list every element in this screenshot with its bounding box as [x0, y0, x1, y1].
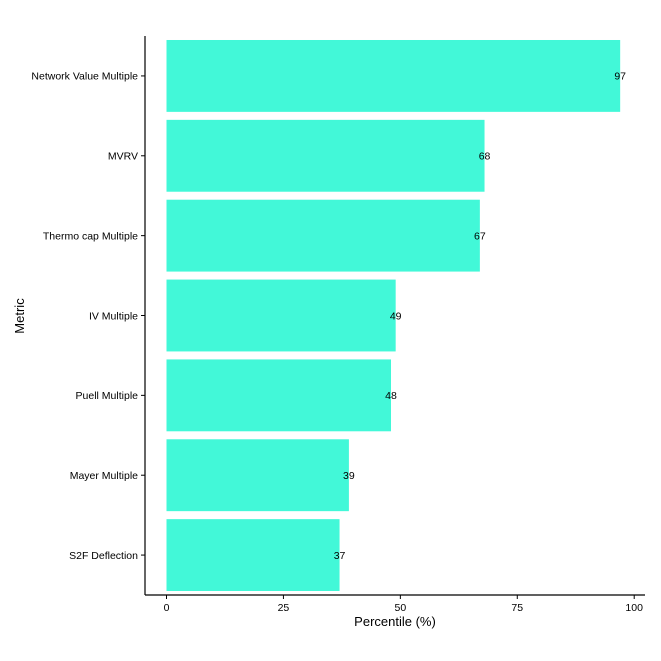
y-tick-label-mayer-multiple: Mayer Multiple: [70, 470, 138, 482]
x-tick-label-25: 25: [278, 602, 290, 614]
data-label-network-value-multiple: 97: [614, 71, 626, 83]
y-tick-label-s2f-deflection: S2F Deflection: [69, 550, 138, 562]
bar-thermo-cap-multiple: [166, 199, 480, 272]
data-label-iv-multiple: 49: [390, 310, 402, 322]
bar-s2f-deflection: [166, 519, 340, 592]
bar-puell-multiple: [166, 359, 391, 432]
x-tick-label-0: 0: [164, 602, 170, 614]
y-tick-label-puell-multiple: Puell Multiple: [76, 390, 139, 402]
bar-mvrv: [166, 119, 485, 192]
x-axis-title: Percentile (%): [354, 614, 436, 629]
data-label-puell-multiple: 48: [385, 390, 397, 402]
x-tick-label-50: 50: [395, 602, 407, 614]
data-label-s2f-deflection: 37: [334, 550, 346, 562]
x-tick-label-75: 75: [511, 602, 523, 614]
bar-network-value-multiple: [166, 39, 621, 112]
x-tick-label-100: 100: [625, 602, 643, 614]
data-label-mvrv: 68: [479, 151, 491, 163]
bars-group: 97 68 67 49 48 39 37: [166, 39, 626, 592]
y-tick-label-mvrv: MVRV: [108, 151, 138, 163]
y-tick-label-network-value-multiple: Network Value Multiple: [31, 71, 138, 83]
y-axis-title: Metric: [12, 298, 27, 334]
y-tick-label-iv-multiple: IV Multiple: [89, 310, 138, 322]
bar-iv-multiple: [166, 279, 396, 352]
x-axis-ticks: 0 25 50 75 100: [164, 595, 643, 614]
bar-mayer-multiple: [166, 439, 349, 512]
data-label-thermo-cap-multiple: 67: [474, 230, 486, 242]
y-tick-label-thermo-cap-multiple: Thermo cap Multiple: [43, 230, 138, 242]
data-label-mayer-multiple: 39: [343, 470, 355, 482]
y-axis-ticks: Network Value Multiple MVRV Thermo cap Mul…: [31, 71, 145, 562]
